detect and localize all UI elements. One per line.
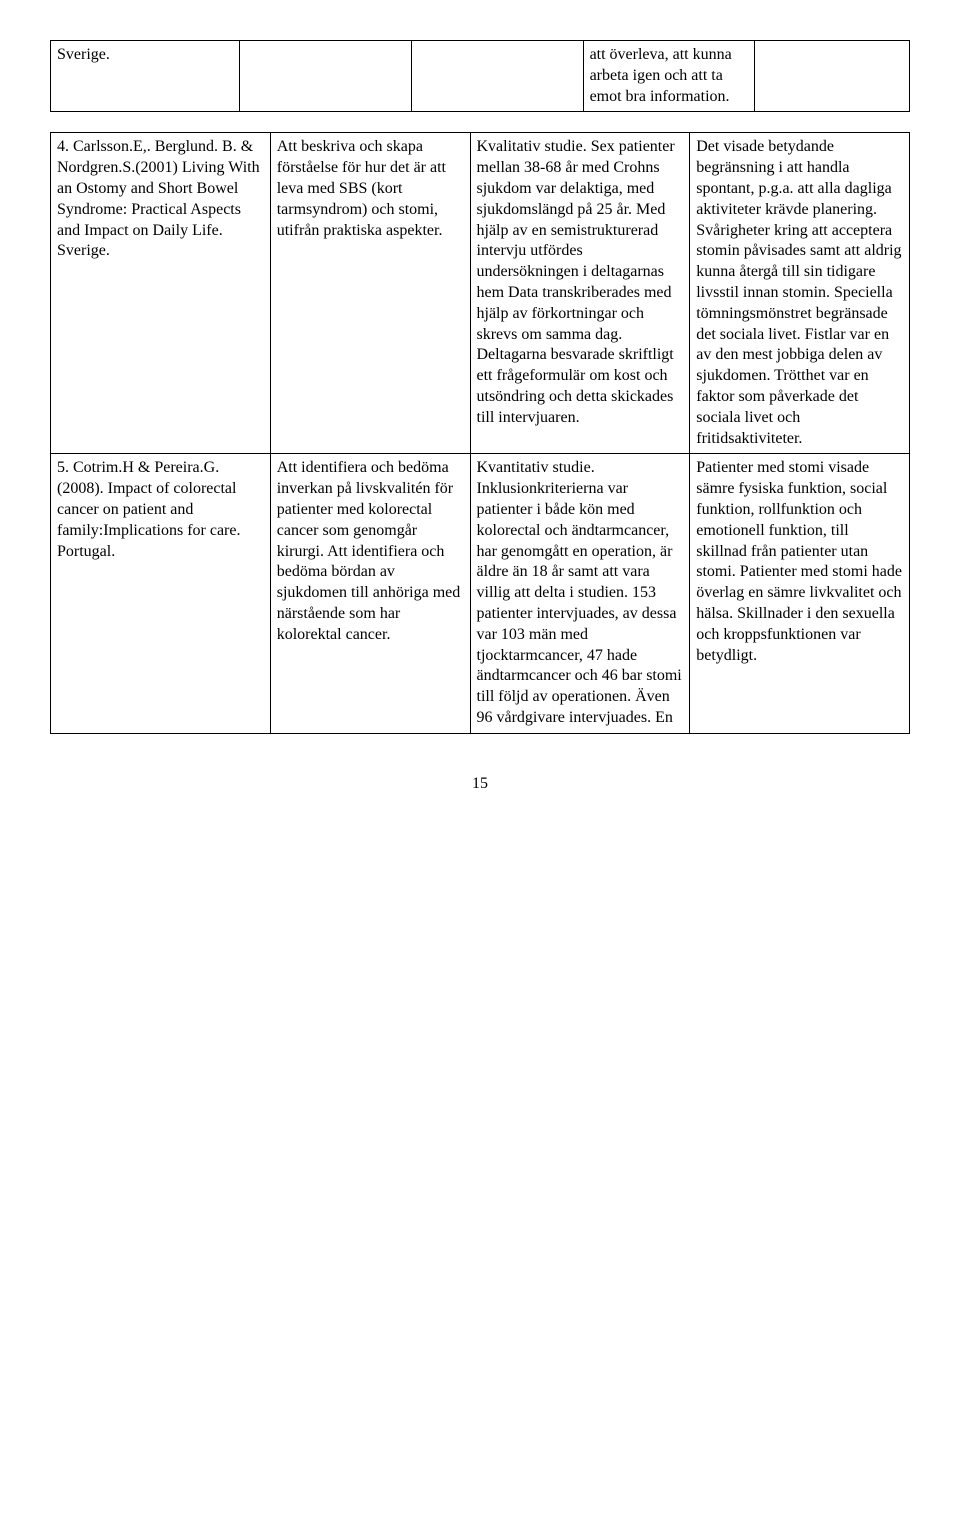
cell: Kvantitativ studie. Inklusionkriterierna… xyxy=(470,454,690,733)
table-row: 4. Carlsson.E,. Berglund. B. & Nordgren.… xyxy=(51,133,910,454)
cell: Sverige. xyxy=(51,41,240,112)
cell: Att beskriva och skapa förståelse för hu… xyxy=(270,133,470,454)
table-row: 5. Cotrim.H & Pereira.G. (2008). Impact … xyxy=(51,454,910,733)
cell: Patienter med stomi visade sämre fysiska… xyxy=(690,454,910,733)
cell: 5. Cotrim.H & Pereira.G. (2008). Impact … xyxy=(51,454,271,733)
cell xyxy=(239,41,411,112)
cell: Kvalitativ studie. Sex patienter mellan … xyxy=(470,133,690,454)
cell xyxy=(755,41,910,112)
table-top: Sverige. att överleva, att kunna arbeta … xyxy=(50,40,910,112)
cell: 4. Carlsson.E,. Berglund. B. & Nordgren.… xyxy=(51,133,271,454)
cell: att överleva, att kunna arbeta igen och … xyxy=(583,41,755,112)
page-number: 15 xyxy=(50,774,910,795)
cell xyxy=(411,41,583,112)
cell: Det visade betydande begränsning i att h… xyxy=(690,133,910,454)
table-main: 4. Carlsson.E,. Berglund. B. & Nordgren.… xyxy=(50,132,910,733)
table-row: Sverige. att överleva, att kunna arbeta … xyxy=(51,41,910,112)
cell: Att identifiera och bedöma inverkan på l… xyxy=(270,454,470,733)
